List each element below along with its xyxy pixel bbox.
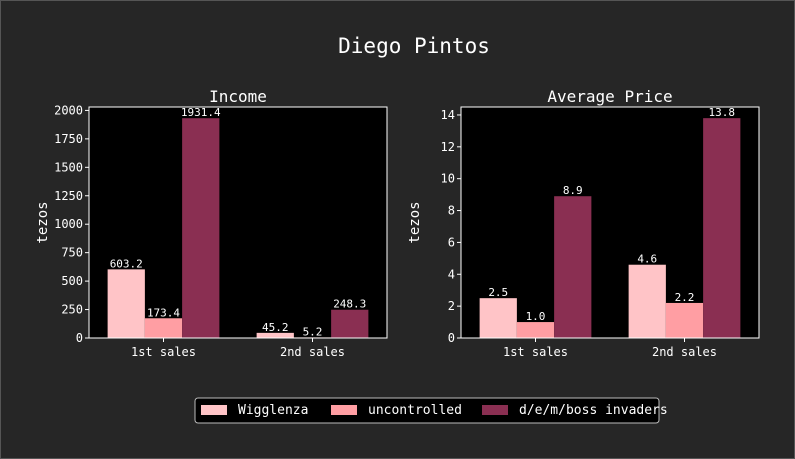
chart-title: Average Price <box>547 87 672 106</box>
legend-label-uncontrolled: uncontrolled <box>368 403 462 418</box>
plot-frame <box>460 106 760 339</box>
y-tick-label: 2000 <box>54 103 83 117</box>
bar-wigglenza <box>479 298 517 338</box>
data-label: 2.2 <box>675 291 695 304</box>
y-tick-label: 4 <box>448 267 455 281</box>
y-tick-label: 1750 <box>54 132 83 146</box>
y-axis-label: tezos <box>407 201 423 243</box>
y-tick-label: 1250 <box>54 189 83 203</box>
bar-uncontrolled <box>665 302 704 338</box>
y-tick-label: 750 <box>61 246 83 260</box>
y-tick-label: 250 <box>61 303 83 317</box>
y-tick-label: 500 <box>61 274 83 288</box>
legend-box <box>194 397 660 424</box>
legend-swatch-wigglenza <box>201 405 227 415</box>
y-tick-label: 2 <box>448 299 455 313</box>
y-axis-label: tezos <box>35 201 51 243</box>
average-price-chart: Average Price tezos 0 2 4 6 8 10 12 14 2.5 1.0 8.9 1s… <box>407 87 760 359</box>
data-label: 4.6 <box>637 253 657 266</box>
bar-wigglenza <box>628 264 666 338</box>
y-tick-label: 0 <box>448 331 455 345</box>
plot-frame <box>88 106 388 339</box>
data-label: 45.2 <box>262 321 289 334</box>
bar-boss-invaders <box>331 309 369 338</box>
bar-uncontrolled <box>516 322 555 338</box>
legend-swatch-uncontrolled <box>331 405 357 415</box>
y-tick-label: 12 <box>441 140 455 154</box>
data-label: 13.8 <box>709 106 736 119</box>
y-tick-label: 6 <box>448 235 455 249</box>
bar-uncontrolled <box>144 318 183 338</box>
chart-title: Income <box>209 87 267 106</box>
y-tick-label: 8 <box>448 204 455 218</box>
data-label: 5.2 <box>303 325 323 338</box>
data-label: 248.3 <box>333 298 366 311</box>
legend-label-boss-invaders: d/e/m/boss invaders <box>519 403 668 418</box>
bar-wigglenza <box>107 269 145 338</box>
y-tick-label: 10 <box>441 172 455 186</box>
bar-wigglenza <box>256 332 294 338</box>
legend: Wigglenza uncontrolled d/e/m/boss invade… <box>194 397 668 424</box>
y-tick-label: 1500 <box>54 160 83 174</box>
data-label: 1931.4 <box>181 106 221 119</box>
x-tick-label: 1st sales <box>503 345 568 359</box>
income-chart: Income tezos 0 250 500 750 1000 1250 1500 1750 200… <box>35 87 388 359</box>
data-label: 173.4 <box>147 306 180 319</box>
x-tick-label: 2nd sales <box>652 345 717 359</box>
bar-boss-invaders <box>703 118 741 338</box>
legend-swatch-boss-invaders <box>482 405 508 415</box>
y-tick-label: 14 <box>441 108 455 122</box>
x-tick-label: 2nd sales <box>280 345 345 359</box>
y-tick-label: 0 <box>76 331 83 345</box>
figure-title: Diego Pintos <box>338 34 490 58</box>
bar-boss-invaders <box>182 118 220 338</box>
y-tick-label: 1000 <box>54 217 83 231</box>
legend-label-wigglenza: Wigglenza <box>238 403 308 418</box>
data-label: 8.9 <box>563 184 583 197</box>
x-tick-label: 1st sales <box>131 345 196 359</box>
data-label: 2.5 <box>488 286 508 299</box>
data-label: 603.2 <box>110 257 143 270</box>
data-label: 1.0 <box>526 310 546 323</box>
bar-boss-invaders <box>554 196 592 338</box>
